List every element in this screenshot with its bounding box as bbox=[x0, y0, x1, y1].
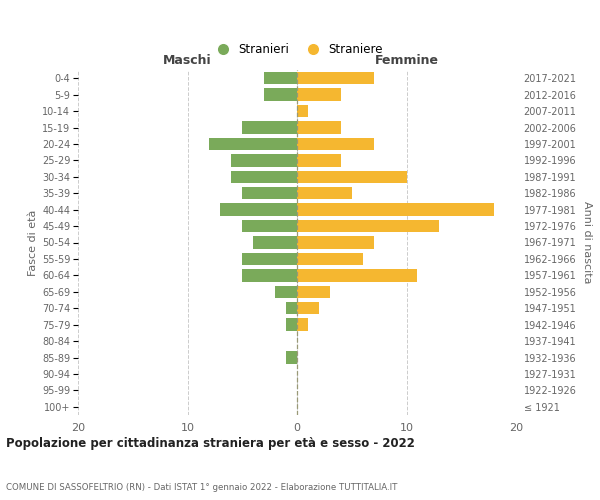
Bar bbox=[297, 154, 341, 166]
Bar bbox=[297, 318, 308, 331]
Bar bbox=[297, 122, 341, 134]
Text: Femmine: Femmine bbox=[374, 54, 439, 66]
Bar bbox=[253, 236, 297, 248]
Bar bbox=[297, 187, 352, 200]
Bar bbox=[220, 204, 297, 216]
Bar bbox=[297, 286, 330, 298]
Bar bbox=[297, 220, 439, 232]
Bar bbox=[286, 302, 297, 314]
Bar bbox=[286, 352, 297, 364]
Bar bbox=[242, 269, 297, 281]
Bar bbox=[242, 122, 297, 134]
Bar bbox=[232, 154, 297, 166]
Bar bbox=[297, 253, 362, 265]
Y-axis label: Anni di nascita: Anni di nascita bbox=[582, 201, 592, 284]
Bar bbox=[209, 138, 297, 150]
Bar bbox=[297, 72, 374, 85]
Y-axis label: Fasce di età: Fasce di età bbox=[28, 210, 38, 276]
Bar bbox=[286, 318, 297, 331]
Bar bbox=[232, 170, 297, 183]
Bar bbox=[297, 204, 494, 216]
Bar bbox=[297, 170, 407, 183]
Bar bbox=[275, 286, 297, 298]
Bar bbox=[242, 187, 297, 200]
Text: Maschi: Maschi bbox=[163, 54, 212, 66]
Bar bbox=[242, 220, 297, 232]
Bar bbox=[297, 269, 418, 281]
Bar bbox=[297, 138, 374, 150]
Bar bbox=[297, 236, 374, 248]
Bar bbox=[297, 302, 319, 314]
Text: Popolazione per cittadinanza straniera per età e sesso - 2022: Popolazione per cittadinanza straniera p… bbox=[6, 438, 415, 450]
Bar bbox=[297, 105, 308, 117]
Bar bbox=[264, 88, 297, 101]
Bar bbox=[264, 72, 297, 85]
Legend: Stranieri, Straniere: Stranieri, Straniere bbox=[206, 38, 388, 60]
Text: COMUNE DI SASSOFELTRIO (RN) - Dati ISTAT 1° gennaio 2022 - Elaborazione TUTTITAL: COMUNE DI SASSOFELTRIO (RN) - Dati ISTAT… bbox=[6, 483, 397, 492]
Bar bbox=[297, 88, 341, 101]
Bar bbox=[242, 253, 297, 265]
